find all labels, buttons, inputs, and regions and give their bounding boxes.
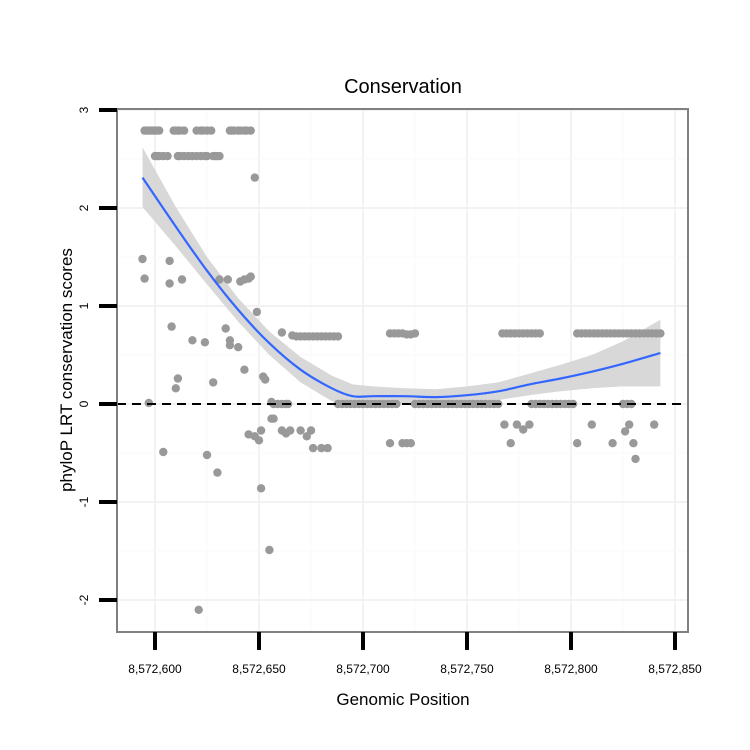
data-point [323,443,332,453]
y-tick-label: -1 [77,496,91,507]
data-point [209,378,218,387]
data-point [620,427,630,436]
data-point [587,420,596,429]
data-point [163,151,172,161]
x-axis-title: Genomic Position [336,690,469,709]
data-point [261,375,270,384]
data-point [308,443,318,453]
y-tick-label: -2 [77,594,91,605]
confidence-band [142,147,661,408]
data-point [286,426,295,435]
data-point [167,322,176,331]
data-point [525,420,534,429]
data-point [269,414,278,423]
x-tick-label: 8,572,650 [232,662,286,676]
data-point [215,275,224,284]
x-tick-label: 8,572,750 [440,662,494,676]
data-point [200,338,210,347]
plot-border [116,108,689,633]
data-point [246,272,255,281]
x-tick-label: 8,572,800 [544,662,598,676]
data-point [535,329,544,338]
data-point [240,365,249,374]
data-point [500,420,509,429]
data-point [159,447,168,457]
data-point [155,126,164,135]
data-point [256,426,266,435]
data-point [406,439,415,448]
data-point [629,439,638,448]
data-point [254,436,264,445]
data-point [265,545,274,555]
data-point [179,126,189,135]
data-point [221,324,230,333]
data-point [512,420,522,429]
data-point [215,151,224,161]
x-tick-label: 8,572,700 [336,662,390,676]
data-point [519,425,528,434]
confidence-ribbon [142,147,661,408]
smooth-line [141,176,661,399]
data-point [194,605,203,614]
data-point [188,336,197,345]
data-point [177,275,187,284]
data-point [296,426,305,435]
data-point [225,336,235,345]
data-point [608,439,617,448]
x-axis: 8,572,600 8,572,650 8,572,700 8,572,750 8,57… [128,632,702,676]
data-point [650,420,659,429]
y-tick-label: 3 [77,106,91,113]
data-point [207,126,216,135]
data-point [165,279,174,288]
data-point [202,151,212,161]
data-point [202,450,212,460]
data-point [244,430,253,439]
data-point [333,332,343,341]
data-point [138,254,147,264]
data-point [173,374,183,383]
data-point [306,426,316,435]
data-point [631,454,640,464]
data-point [234,343,243,352]
data-point [250,173,259,182]
data-point [410,329,420,338]
y-tick-label: 1 [77,302,91,309]
y-tick-label: 2 [77,204,91,211]
data-point [625,420,634,429]
y-tick-label: 0 [77,400,91,407]
data-point [256,484,266,493]
data-point [165,256,174,266]
x-tick-label: 8,572,600 [128,662,182,676]
data-point [223,275,232,284]
data-point [392,399,401,409]
data-point [317,443,326,453]
data-point [277,328,287,337]
data-point [302,432,311,441]
data-point [213,468,222,477]
data-point [246,126,255,135]
data-point [140,274,149,283]
x-tick-label: 8,572,850 [648,662,702,676]
data-point [573,439,582,448]
data-point [385,439,395,448]
loess-fit-line [141,176,661,399]
data-point [656,329,665,338]
data-point [171,384,180,393]
plot-panel [116,108,689,633]
chart-title: Conservation [344,76,462,98]
data-point [506,439,515,448]
y-axis: -2 -1 0 1 2 3 [77,106,117,605]
y-axis-title: phyloP LRT conservation scores [57,248,76,492]
data-point [252,307,262,317]
